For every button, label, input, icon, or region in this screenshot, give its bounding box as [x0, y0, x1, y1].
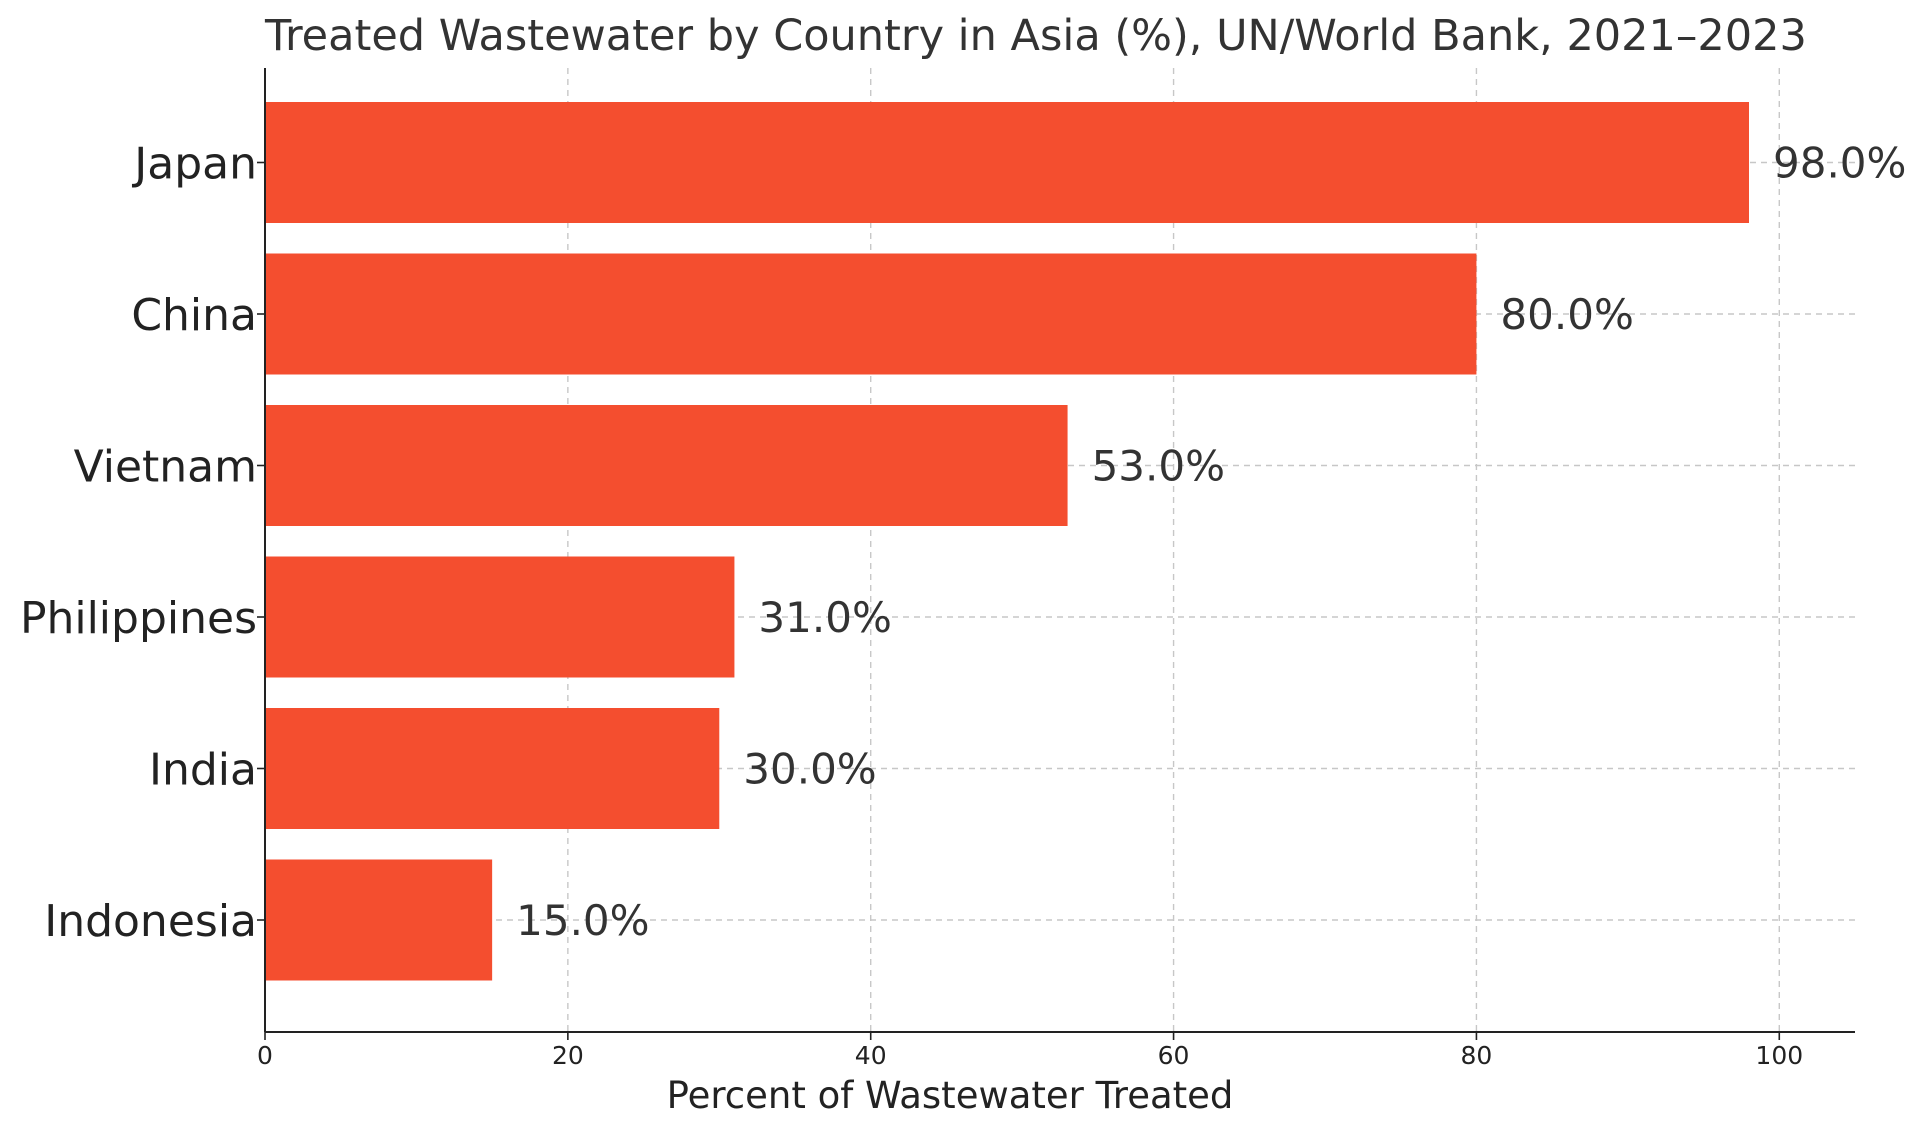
- x-tick-label: 20: [552, 1041, 584, 1070]
- bar-india: [265, 708, 720, 829]
- axes-layer: [257, 68, 1855, 1040]
- x-tick-label: 0: [257, 1041, 273, 1070]
- bar-indonesia: [265, 859, 493, 981]
- labels-layer: 0 20 40 60 80 100 Indonesia 15.0% India 30.0% Phil…: [20, 139, 1907, 1071]
- y-tick-label: India: [149, 745, 257, 796]
- y-tick-label: Indonesia: [44, 896, 257, 947]
- value-label: 15.0%: [516, 896, 649, 945]
- bar-japan: [265, 102, 1749, 223]
- x-tick-label: 60: [1158, 1041, 1190, 1070]
- value-label: 80.0%: [1500, 290, 1633, 339]
- value-label: 30.0%: [743, 745, 876, 794]
- bar-china: [265, 253, 1477, 375]
- y-tick-label: Vietnam: [74, 442, 257, 493]
- value-label: 98.0%: [1773, 139, 1906, 188]
- bar-philippines: [265, 556, 735, 678]
- x-tick-label: 80: [1461, 1041, 1493, 1070]
- chart-title: Treated Wastewater by Country in Asia (%…: [264, 11, 1807, 61]
- x-axis-title: Percent of Wastewater Treated: [667, 1074, 1234, 1117]
- y-tick-label: Japan: [131, 139, 257, 190]
- value-label: 53.0%: [1092, 442, 1225, 491]
- value-label: 31.0%: [758, 593, 891, 642]
- y-tick-label: Philippines: [20, 593, 257, 644]
- bar-vietnam: [265, 405, 1068, 526]
- x-tick-label: 100: [1755, 1041, 1803, 1070]
- bars-layer: [265, 102, 1749, 981]
- y-tick-label: China: [131, 290, 257, 341]
- x-tick-label: 40: [855, 1041, 887, 1070]
